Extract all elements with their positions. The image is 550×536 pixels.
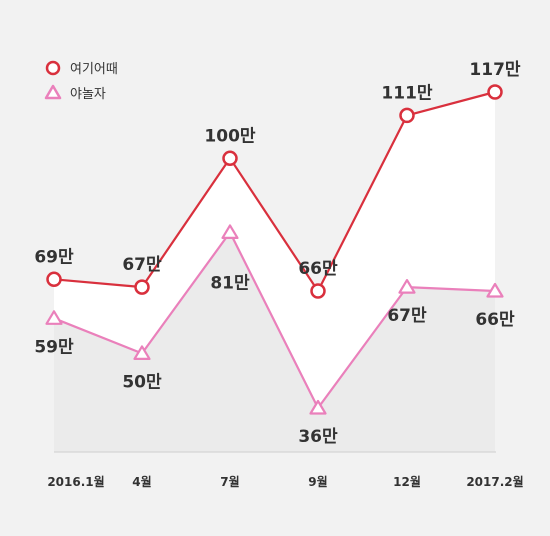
legend: 여기어때 야놀자 bbox=[44, 60, 118, 102]
series-1-data-label-0: 69만 bbox=[34, 247, 74, 267]
series-2-data-label-4: 67만 bbox=[387, 306, 427, 326]
x-tick-label-1: 4월 bbox=[132, 474, 151, 489]
series-1-data-label-5: 117만 bbox=[469, 60, 520, 80]
series-1-point-1 bbox=[134, 279, 150, 295]
series-2-data-label-5: 66만 bbox=[475, 310, 515, 330]
series-markers bbox=[45, 84, 504, 415]
series-1-point-0 bbox=[46, 271, 62, 288]
x-tick-labels: 2016.1월 4월 7월 9월 12월 2017.2월 bbox=[47, 474, 523, 489]
series-lines bbox=[53, 90, 496, 410]
series-2-point-0 bbox=[45, 310, 63, 325]
series-1-point-4 bbox=[399, 107, 415, 124]
series-2-data-label-2: 81만 bbox=[210, 273, 250, 293]
x-tick-label-3: 9월 bbox=[308, 474, 327, 489]
series-2-point-4 bbox=[398, 279, 416, 294]
series-1-data-label-2: 100만 bbox=[204, 126, 255, 146]
area-fills bbox=[54, 92, 495, 452]
series-2-data-label-3: 36만 bbox=[298, 427, 338, 447]
series-1-data-label-4: 111만 bbox=[381, 83, 432, 103]
x-tick-label-0: 2016.1월 bbox=[47, 474, 104, 489]
series-1-data-label-1: 67만 bbox=[122, 255, 162, 275]
series-line-2 bbox=[53, 231, 496, 410]
series-2-point-5 bbox=[486, 282, 504, 298]
series-1-data-label-3: 66만 bbox=[298, 259, 338, 279]
x-tick-label-2: 7월 bbox=[220, 474, 239, 489]
x-tick-label-5: 2017.2월 bbox=[466, 474, 523, 489]
series-2-point-2 bbox=[221, 224, 239, 239]
series-2-data-label-1: 50만 bbox=[122, 372, 162, 392]
legend-circle-icon bbox=[45, 60, 61, 76]
series-1-point-3 bbox=[310, 283, 326, 299]
series-line-1 bbox=[53, 90, 496, 293]
series-2-data-label-0: 59만 bbox=[34, 337, 74, 357]
series-1-point-5 bbox=[487, 84, 503, 100]
series-2-point-3 bbox=[309, 399, 327, 415]
series-2-point-1 bbox=[133, 345, 151, 360]
legend-label-series-1: 여기어때 bbox=[70, 62, 118, 77]
area-fill-series-2 bbox=[54, 232, 495, 452]
series-1-point-2 bbox=[222, 150, 238, 167]
legend-triangle-icon bbox=[44, 84, 62, 100]
data-labels: 69만 67만 100만 66만 111만 117만 59만 50만 81만 36만 67만 66만 bbox=[34, 60, 521, 447]
legend-label-series-2: 야놀자 bbox=[70, 87, 106, 102]
x-tick-label-4: 12월 bbox=[393, 474, 421, 489]
